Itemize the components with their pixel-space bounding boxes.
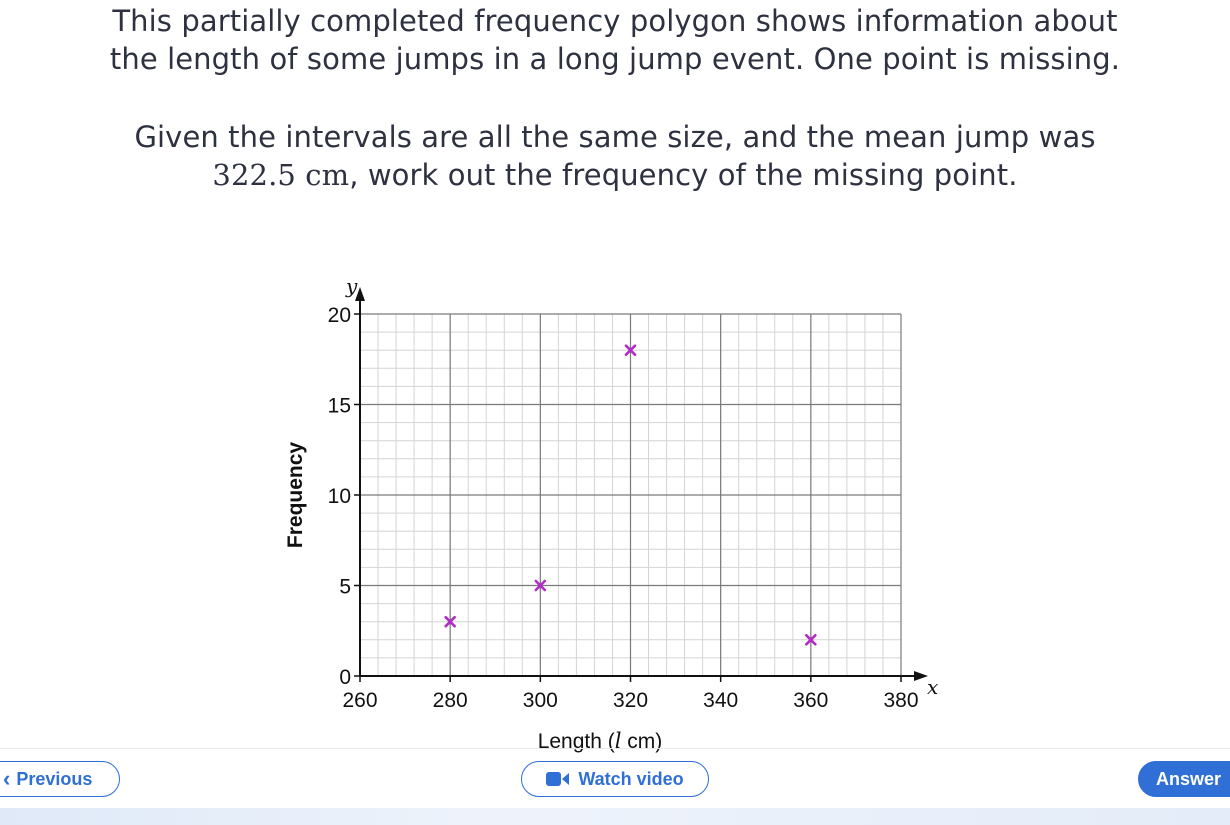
watch-video-label: Watch video [578, 768, 684, 789]
x-axis-label-text: Length ( [538, 730, 615, 753]
bottom-bar [0, 808, 1230, 825]
data-point-marker [534, 579, 547, 592]
footer-divider [0, 748, 1230, 749]
question-line-4-rest: , work out the frequency of the missing … [349, 158, 1018, 192]
y-tick-label: 15 [328, 395, 351, 418]
y-tick-label: 20 [328, 304, 351, 327]
marker-stroke [444, 615, 456, 628]
marker-stroke [624, 344, 637, 357]
y-tick-label: 10 [328, 485, 351, 508]
question-text: This partially completed frequency polyg… [0, 0, 1230, 194]
x-tick-label: 320 [613, 689, 648, 712]
y-axis-arrow [355, 287, 365, 301]
x-tick-label: 280 [433, 689, 468, 712]
marker-stroke [805, 633, 817, 646]
y-axis-symbol: y [345, 274, 358, 298]
x-axis-label-variable: l [615, 729, 622, 753]
x-tick-label: 340 [703, 689, 738, 712]
x-tick-label: 380 [883, 689, 918, 712]
x-tick-label: 300 [523, 689, 558, 712]
chevron-left-icon: ‹ [3, 766, 11, 791]
question-line-4: 322.5 cm, work out the frequency of the … [0, 156, 1230, 194]
answer-button[interactable]: Answer [1138, 761, 1230, 797]
y-axis-label: Frequency [284, 442, 307, 549]
data-point-marker [805, 633, 817, 646]
question-line-2: the length of some jumps in a long jump … [109, 42, 1121, 76]
question-line-3: Given the intervals are all the same siz… [134, 120, 1096, 154]
y-tick-label: 0 [339, 666, 351, 689]
previous-button[interactable]: ‹ Previous [0, 761, 120, 797]
question-line-1: This partially completed frequency polyg… [112, 4, 1118, 38]
x-axis-arrow [914, 671, 928, 681]
marker-stroke [534, 579, 547, 592]
x-axis-label-unit: cm) [621, 730, 662, 753]
watch-video-button[interactable]: Watch video [521, 761, 709, 797]
x-axis-label: Length (l cm) [538, 729, 663, 753]
data-point-marker [444, 615, 456, 628]
answer-label: Answer [1156, 768, 1222, 789]
mean-value-math: 322.5 cm [212, 158, 350, 192]
x-tick-label: 260 [342, 689, 377, 712]
previous-label: Previous [16, 768, 93, 789]
data-point-marker [624, 344, 637, 357]
grid [359, 313, 902, 677]
y-tick-label: 5 [339, 576, 351, 599]
frequency-polygon-chart: 260 280 300 320 340 360 380 0 5 10 15 20 x y Length (l… [284, 274, 938, 753]
x-tick-label: 360 [793, 689, 828, 712]
video-camera-icon [546, 771, 570, 787]
x-axis-symbol: x [927, 675, 938, 699]
